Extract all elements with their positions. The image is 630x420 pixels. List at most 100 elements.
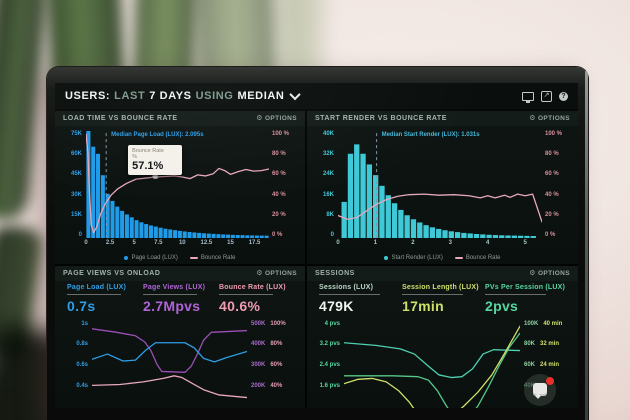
tick-label: 8K [326, 211, 334, 218]
tick-label: 30K [70, 191, 82, 198]
x-axis-ticks: 0 2.5 5 7.5 10 12.5 15 17.5 [84, 240, 269, 248]
tick-label: 100 % [272, 131, 290, 137]
tick-label: 0 [330, 231, 334, 238]
options-button[interactable]: ⚙ OPTIONS [529, 114, 570, 123]
panel-header: LOAD TIME VS BOUNCE RATE ⚙ OPTIONS [55, 111, 305, 126]
users-range-dropdown[interactable]: USERS: LAST 7 DAYS USING MEDIAN [65, 88, 302, 102]
y-axis-left-ticks: 75K 60K 45K 30K 15K 0 [57, 131, 82, 238]
start-render-plot[interactable]: Median Start Render (LUX): 1.031s [338, 131, 542, 238]
tick-label: 4 pvs [324, 321, 340, 328]
options-button[interactable]: ⚙ OPTIONS [529, 269, 570, 278]
x-tick-label: 10 [178, 240, 186, 246]
y-axis-right-ticks: 100 % 80 % 60 % 40 % 20 % 0 % [545, 131, 576, 238]
y-axis-right-ticks: 500K 100% 400K 80% 300K 60% 200K 40% [251, 321, 301, 408]
tick-label: 100K 40 min [524, 321, 563, 328]
metric-value: 0.7s [67, 298, 96, 314]
metric-underline [402, 294, 463, 295]
tick-label: 300K 60% [251, 362, 283, 369]
chart-legend: Start Render (LUX) Bounce Rate [307, 255, 578, 261]
tick-label: 100 % [545, 131, 563, 137]
metric-row: Page Load (LUX) 0.7s Page Views (LUX) 2.… [67, 284, 295, 314]
metric-underline [319, 294, 380, 295]
load-time-plot[interactable]: Median Page Load (LUX): 2.095s Bounce Ra… [86, 131, 269, 238]
page-views-plot[interactable] [92, 321, 247, 408]
chart-legend: Page Load (LUX) Bounce Rate [55, 255, 305, 261]
options-button[interactable]: ⚙ OPTIONS [256, 269, 297, 278]
legend-line-icon [189, 257, 198, 259]
dashboard-header: USERS: LAST 7 DAYS USING MEDIAN ↗ ? [55, 83, 578, 109]
metric-underline [485, 294, 546, 295]
metric-label: Page Load (LUX) [67, 284, 127, 291]
title-days: 7 DAYS [149, 90, 192, 102]
y-axis-left-ticks: 4 pvs 3.2 pvs 2.4 pvs 1.6 pvs [311, 321, 340, 408]
screen-edge-highlight [585, 71, 588, 420]
panel-header: PAGE VIEWS VS ONLOAD ⚙ OPTIONS [55, 266, 305, 281]
metric-underline [143, 294, 197, 295]
tick-label: 0 % [272, 231, 283, 238]
metric-sessions: Sessions (LUX) 479K [319, 284, 402, 314]
tick-label: 75K [70, 131, 82, 137]
dashboard-grid: LOAD TIME VS BOUNCE RATE ⚙ OPTIONS 75K 60K… [55, 111, 578, 408]
metric-value: 2pvs [485, 298, 519, 314]
display-mode-icon[interactable] [522, 91, 534, 103]
metric-bounce-rate: Bounce Rate (LUX) 40.6% [219, 284, 295, 314]
x-tick-label: 1 [373, 240, 378, 246]
tick-label: 1s [81, 321, 88, 328]
metric-underline [219, 294, 273, 295]
gear-icon: ⚙ [256, 269, 263, 277]
x-tick-label: 17.5 [248, 240, 261, 246]
tick-label: 20 % [272, 211, 286, 218]
metric-label: PVs Per Session (LUX) [485, 284, 566, 291]
panel-title: START RENDER VS BOUNCE RATE [315, 115, 447, 122]
tick-label: 80K 32 min [524, 341, 560, 348]
metric-pvs-per-session: PVs Per Session (LUX) 2pvs [485, 284, 568, 314]
tick-label: 0 % [545, 231, 556, 238]
chat-widget-button[interactable] [524, 374, 556, 406]
panel-sessions: SESSIONS ⚙ OPTIONS Sessions (LUX) 479K Se… [307, 266, 578, 408]
x-tick-label: 5 [132, 240, 136, 246]
tooltip-unit: % [132, 153, 137, 160]
metric-value: 40.6% [219, 298, 261, 314]
chevron-down-icon [289, 88, 302, 101]
tooltip-value: 57.1% [132, 159, 164, 172]
share-icon[interactable]: ↗ [541, 90, 552, 102]
tick-label: 40 % [272, 191, 286, 198]
panel-load-time-vs-bounce-rate: LOAD TIME VS BOUNCE RATE ⚙ OPTIONS 75K 60K… [55, 111, 305, 264]
sessions-chart-svg [344, 321, 520, 408]
x-tick-label: 0 [336, 240, 340, 246]
load-time-chart-svg [86, 131, 269, 238]
metric-label: Sessions (LUX) [319, 284, 374, 291]
dashboard-display: USERS: LAST 7 DAYS USING MEDIAN ↗ ? [55, 83, 578, 408]
tick-label: 0.4s [76, 383, 88, 390]
tick-label: 24K [322, 171, 334, 178]
tick-label: 20 % [545, 211, 559, 218]
metric-value: 17min [402, 298, 444, 314]
options-button[interactable]: ⚙ OPTIONS [256, 114, 297, 123]
gear-icon: ⚙ [529, 269, 536, 277]
tick-label: 0.8s [76, 341, 88, 348]
tick-label: 15K [70, 211, 82, 218]
start-render-chart-svg [338, 131, 542, 238]
title-users: USERS: [65, 90, 111, 102]
metric-page-load: Page Load (LUX) 0.7s [67, 284, 143, 314]
sessions-plot[interactable] [344, 321, 520, 408]
metric-page-views: Page Views (LUX) 2.7Mpvs [143, 284, 219, 314]
panel-header: START RENDER VS BOUNCE RATE ⚙ OPTIONS [307, 111, 578, 126]
legend-item: Start Render (LUX) [384, 255, 443, 261]
legend-dot-icon [124, 256, 129, 260]
tick-label: 3.2 pvs [319, 341, 340, 348]
chat-bubble-icon [533, 383, 547, 396]
legend-item: Bounce Rate [189, 255, 236, 261]
metric-row: Sessions (LUX) 479K Session Length (LUX)… [319, 284, 568, 314]
tick-label: 60 % [545, 171, 559, 178]
tick-label: 0.6s [76, 362, 88, 369]
tick-label: 60 % [272, 171, 286, 178]
laptop-screen: USERS: LAST 7 DAYS USING MEDIAN ↗ ? [47, 67, 588, 420]
title-median: MEDIAN [237, 90, 285, 102]
help-icon[interactable]: ? [559, 91, 568, 101]
tick-label: 60K 24 min [524, 362, 560, 369]
bounce-rate-tooltip: Bounce Rate % 57.1% [128, 144, 183, 175]
legend-item: Page Load (LUX) [124, 255, 178, 261]
notification-badge [546, 377, 554, 385]
